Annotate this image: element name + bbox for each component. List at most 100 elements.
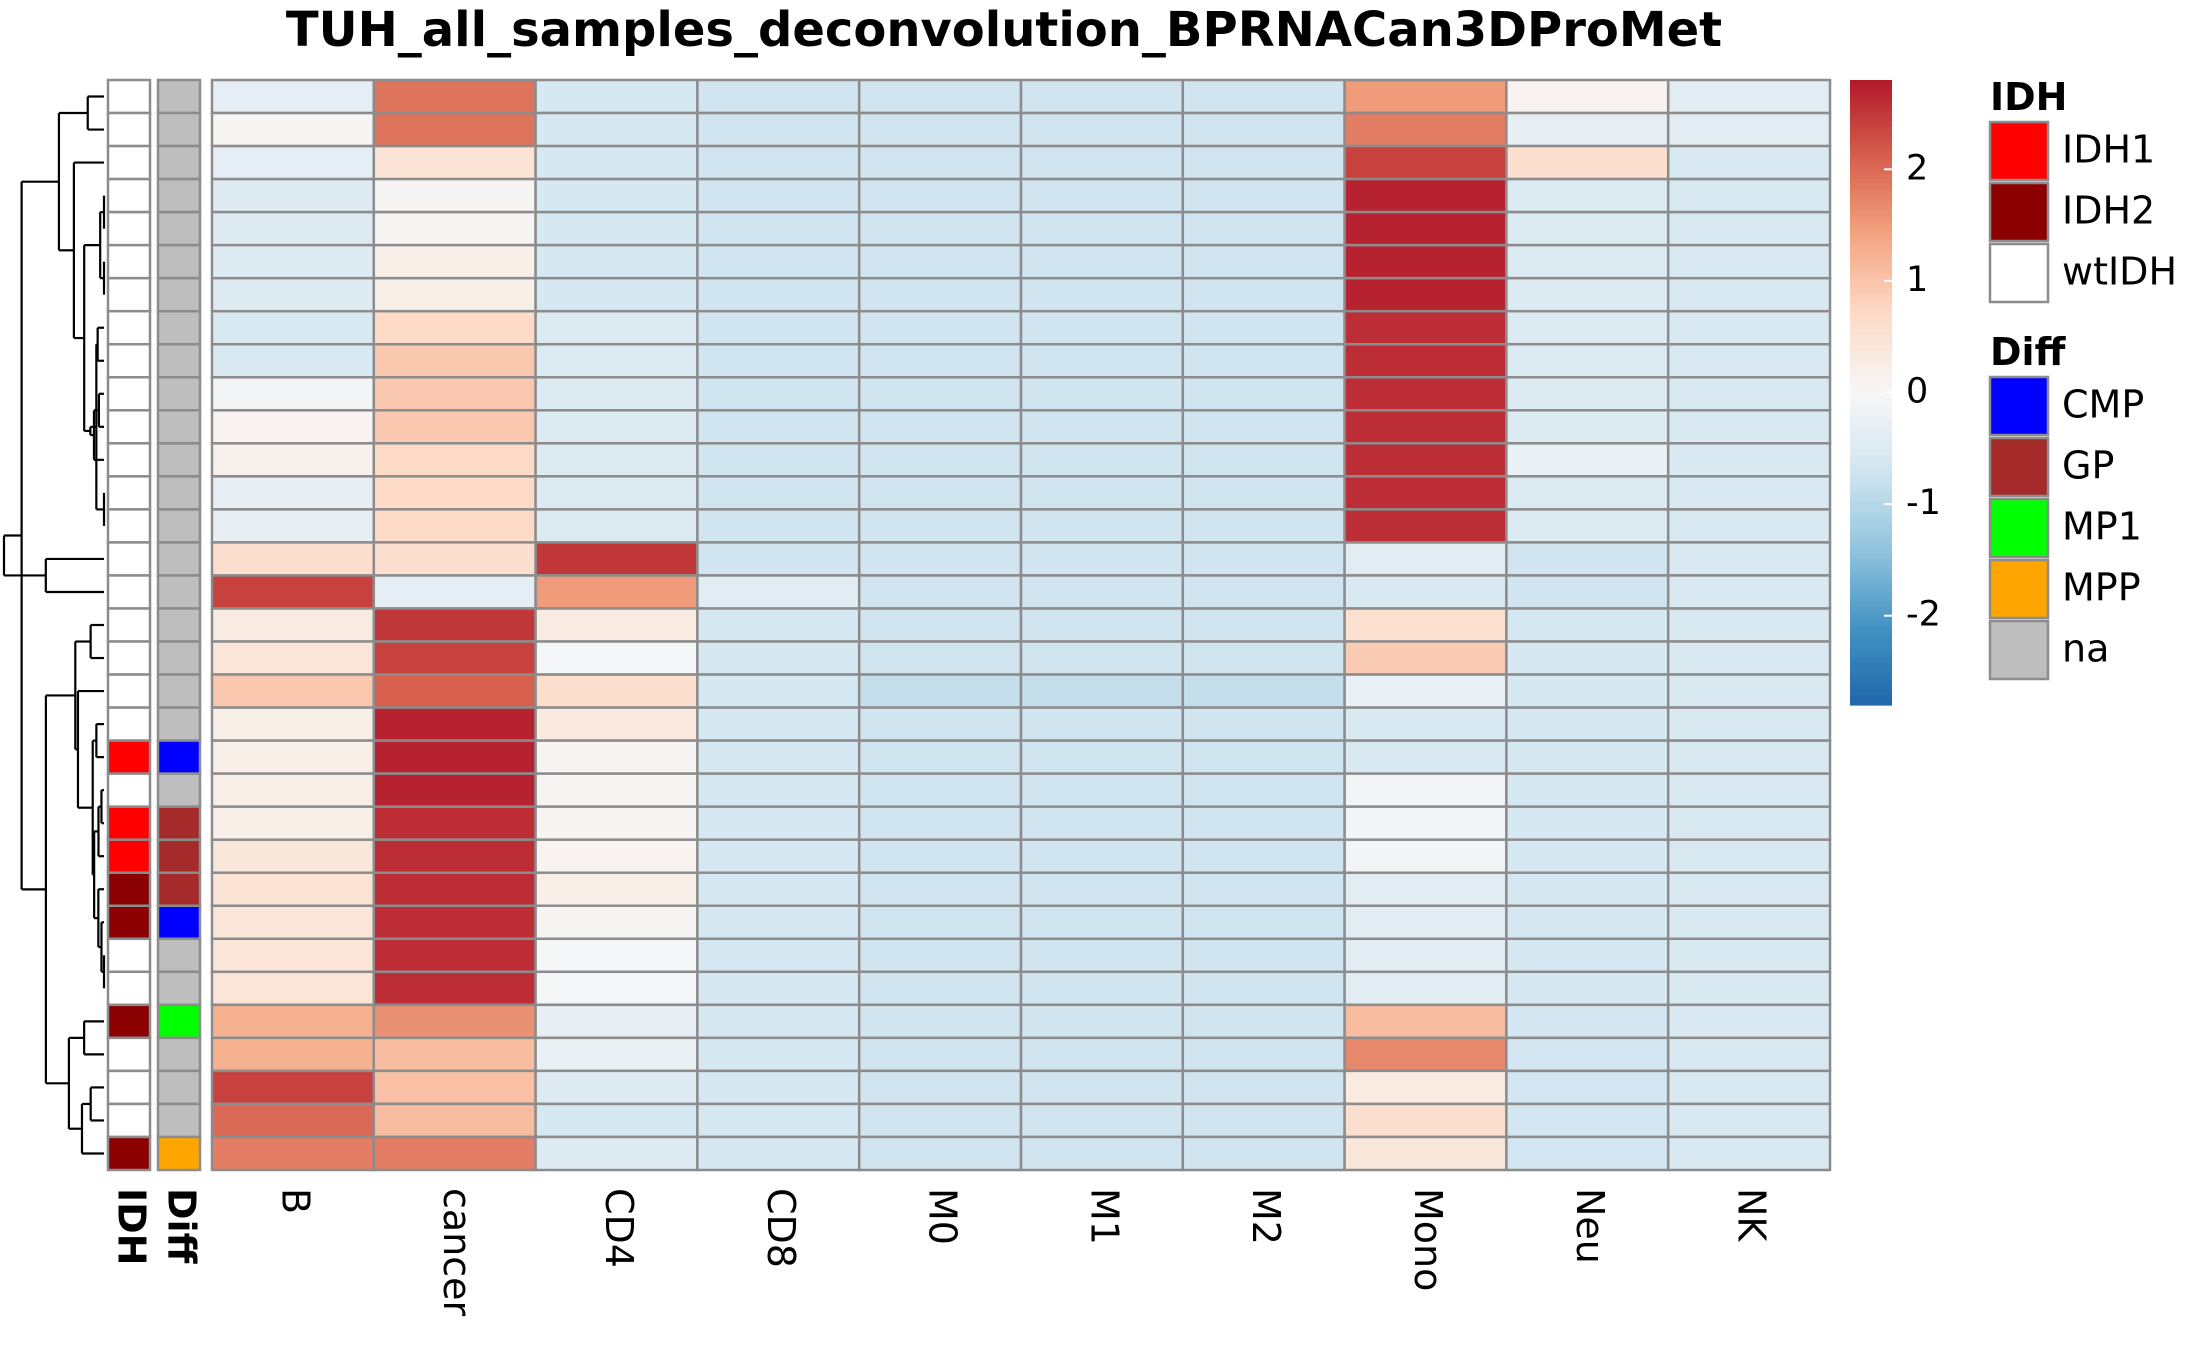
color-scale-band <box>1850 460 1892 467</box>
heatmap-cell <box>1181 442 1346 478</box>
annotation-cell-idh <box>106 342 152 379</box>
heatmap-cell <box>210 706 376 742</box>
heatmap-cell <box>372 640 537 676</box>
annotation-cell-idh <box>106 706 152 742</box>
heatmap-cell <box>857 1003 1023 1040</box>
annotation-cell-diff <box>156 177 202 214</box>
heatmap-cell <box>1019 706 1185 742</box>
color-scale-band <box>1850 616 1892 623</box>
annotation-cell-idh <box>106 1135 152 1172</box>
heatmap-cell <box>372 937 537 974</box>
color-scale-band <box>1850 673 1892 680</box>
heatmap-cell <box>372 772 537 808</box>
annotation-cell-diff <box>156 673 202 709</box>
legend-label: CMP <box>2062 383 2144 427</box>
color-scale-tick-label: -1 <box>1906 483 1941 523</box>
heatmap-cell <box>1505 1036 1670 1073</box>
heatmap-cell <box>857 342 1023 379</box>
heatmap-cell <box>1181 706 1346 742</box>
heatmap-cell <box>1666 78 1832 115</box>
heatmap-cell <box>1181 937 1346 974</box>
color-scale-band <box>1850 569 1892 576</box>
heatmap-cell <box>1343 541 1508 577</box>
heatmap-cell <box>1666 475 1832 511</box>
heatmap-cell <box>210 574 376 610</box>
color-scale-band <box>1850 80 1892 86</box>
heatmap-cell <box>1181 1069 1346 1106</box>
heatmap-cell <box>696 673 861 709</box>
heatmap-cell <box>1666 1069 1832 1106</box>
heatmap-cell <box>696 475 861 511</box>
annotation-cell-diff <box>156 475 202 511</box>
heatmap-cell <box>1019 475 1185 511</box>
color-scale-band <box>1850 574 1892 581</box>
annotation-cell-idh <box>106 838 152 874</box>
color-scale-band <box>1850 647 1892 654</box>
heatmap-cell <box>696 607 861 643</box>
heatmap-cells <box>210 78 1832 1172</box>
heatmap-cell <box>857 706 1023 742</box>
heatmap-cell <box>1505 937 1670 974</box>
annotation-cell-diff <box>156 1036 202 1073</box>
annotation-cell-diff <box>156 376 202 412</box>
heatmap-cell <box>1343 706 1508 742</box>
heatmap-cell <box>210 640 376 676</box>
heatmap-cell <box>696 1003 861 1040</box>
heatmap-cell <box>534 706 699 742</box>
heatmap-cell <box>696 970 861 1007</box>
heatmap-cell <box>1666 904 1832 941</box>
color-scale-band <box>1850 611 1892 618</box>
color-scale-band <box>1850 470 1892 477</box>
color-scale-band <box>1850 116 1892 123</box>
heatmap-cell <box>857 276 1023 313</box>
heatmap-cell <box>1181 640 1346 676</box>
chart-title: TUH_all_samples_deconvolution_BPRNACan3D… <box>286 2 1722 58</box>
heatmap-cell <box>857 1036 1023 1073</box>
heatmap-cell <box>1343 574 1508 610</box>
heatmap-cell <box>1343 342 1508 379</box>
heatmap-cell <box>857 871 1023 908</box>
heatmap-cell <box>372 739 537 775</box>
heatmap-cell <box>1666 640 1832 676</box>
heatmap-cell <box>1343 607 1508 643</box>
heatmap-cell <box>1666 541 1832 577</box>
color-scale-band <box>1850 486 1892 493</box>
heatmap-cell <box>372 541 537 577</box>
color-scale-band <box>1850 106 1892 112</box>
color-scale-band <box>1850 632 1892 638</box>
color-scale-tick-label: 1 <box>1906 260 1928 300</box>
annotation-cell-idh <box>106 111 152 148</box>
color-scale-band <box>1850 538 1892 545</box>
heatmap-cell <box>696 342 861 379</box>
heatmap-cell <box>696 442 861 478</box>
color-scale-band <box>1850 481 1892 487</box>
color-scale-band <box>1850 241 1892 248</box>
heatmap-cell <box>857 1135 1023 1172</box>
legend-swatch <box>1988 436 2050 498</box>
heatmap-cell <box>1181 541 1346 577</box>
heatmap-cell <box>1181 210 1346 247</box>
color-scale-band <box>1850 439 1892 446</box>
annotation-cell-diff <box>156 904 202 941</box>
heatmap-cell <box>210 475 376 511</box>
heatmap-cell <box>1343 1102 1508 1139</box>
color-scale-band <box>1850 507 1892 513</box>
color-scale-band <box>1850 533 1892 539</box>
heatmap-cell <box>534 1003 699 1040</box>
heatmap-cell <box>534 342 699 379</box>
column-label: M0 <box>921 1188 965 1245</box>
heatmap-cell <box>857 574 1023 610</box>
color-scale-band <box>1850 283 1892 289</box>
color-scale-band <box>1850 413 1892 420</box>
annotation-cell-idh <box>106 673 152 709</box>
legend-swatch <box>1988 181 2050 243</box>
annotation-cell-idh <box>106 309 152 346</box>
heatmap-cell <box>857 904 1023 941</box>
heatmap-cell <box>210 409 376 445</box>
heatmap-cell <box>210 177 376 214</box>
annotation-cell-diff <box>156 342 202 379</box>
heatmap-cell <box>210 607 376 643</box>
heatmap-cell <box>1666 970 1832 1007</box>
heatmap-cell <box>1505 640 1670 676</box>
heatmap-cell <box>1019 442 1185 478</box>
